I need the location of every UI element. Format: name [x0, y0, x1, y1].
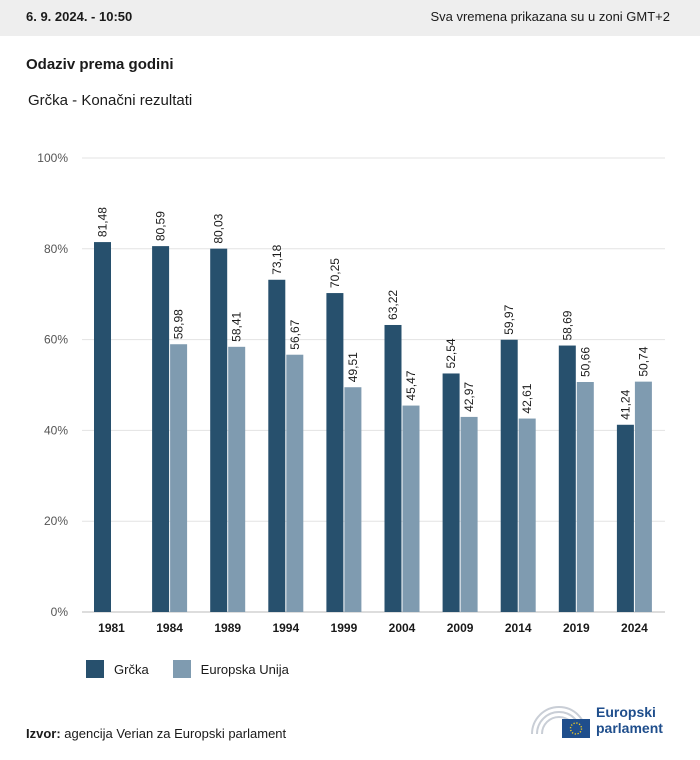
- data-label: 42,97: [462, 382, 476, 412]
- bar: [210, 248, 228, 612]
- data-label: 73,18: [270, 244, 284, 274]
- legend-label-eu: Europska Unija: [200, 661, 289, 677]
- legend-swatch-greece: [86, 660, 104, 678]
- europarl-logo: Europski parlament: [528, 702, 663, 738]
- chart-subtitle: Grčka - Konačni rezultati: [28, 92, 193, 109]
- bar: [228, 346, 246, 612]
- legend: Grčka Europska Unija: [86, 660, 313, 678]
- data-label: 52,54: [444, 338, 458, 368]
- data-label: 41,24: [618, 389, 632, 419]
- data-label: 50,74: [636, 346, 650, 376]
- data-label: 80,59: [154, 211, 168, 241]
- data-label: 56,67: [288, 319, 302, 349]
- bar: [518, 418, 536, 612]
- data-label: 50,66: [578, 347, 592, 377]
- eu-flag-icon: [562, 719, 590, 738]
- turnout-bar-chart: 0% 20% 40% 60% 80% 100% 81,48 1981 80,59 58,98 198…: [37, 151, 665, 635]
- y-tick-label: 80%: [44, 242, 68, 256]
- timestamp: 6. 9. 2024. - 10:50: [26, 9, 133, 24]
- data-label: 45,47: [404, 370, 418, 400]
- source-note: Izvor: agencija Verian za Europski parla…: [26, 726, 286, 741]
- data-label: 70,25: [328, 258, 342, 288]
- bar: [344, 387, 362, 612]
- bar: [558, 345, 576, 612]
- legend-item-eu: Europska Unija: [172, 660, 289, 678]
- y-tick-label: 60%: [44, 333, 68, 347]
- bar: [326, 293, 344, 612]
- x-tick-label: 1981: [98, 621, 125, 635]
- y-tick-label: 0%: [51, 605, 69, 619]
- y-tick-label: 100%: [37, 151, 68, 165]
- bar: [460, 416, 478, 612]
- data-label: 58,41: [230, 311, 244, 341]
- x-tick-label: 1994: [272, 621, 299, 635]
- bar: [152, 246, 170, 612]
- bar: [384, 324, 402, 612]
- data-label: 81,48: [96, 207, 110, 237]
- x-tick-label: 2019: [563, 621, 590, 635]
- source-label: Izvor:: [26, 726, 61, 741]
- y-tick-label: 40%: [44, 423, 68, 437]
- hemicycle-icon: [531, 706, 590, 738]
- data-label: 58,69: [560, 310, 574, 340]
- logo-line2: parlament: [596, 720, 663, 736]
- data-label: 80,03: [212, 213, 226, 243]
- legend-swatch-eu: [172, 660, 191, 678]
- x-tick-label: 1999: [331, 621, 358, 635]
- x-tick-label: 2009: [447, 621, 474, 635]
- x-tick-label: 1984: [156, 621, 183, 635]
- bar: [500, 339, 518, 612]
- bar: [268, 279, 286, 612]
- x-tick-label: 2024: [621, 621, 648, 635]
- bar: [442, 373, 460, 612]
- data-label: 58,98: [172, 309, 186, 339]
- legend-item-greece: Grčka: [86, 660, 149, 678]
- bar: [634, 381, 652, 612]
- x-tick-label: 1989: [214, 621, 241, 635]
- data-label: 59,97: [502, 304, 516, 334]
- data-label: 63,22: [386, 290, 400, 320]
- x-tick-label: 2004: [389, 621, 416, 635]
- bar: [616, 424, 634, 612]
- bar: [94, 242, 111, 612]
- bar: [170, 344, 188, 612]
- data-label: 42,61: [520, 383, 534, 413]
- bar: [286, 354, 304, 612]
- legend-label-greece: Grčka: [114, 661, 149, 677]
- chart-title: Odaziv prema godini: [26, 56, 174, 73]
- x-tick-label: 2014: [505, 621, 532, 635]
- bar: [576, 382, 594, 612]
- y-tick-label: 20%: [44, 514, 68, 528]
- timezone-note: Sva vremena prikazana su u zoni GMT+2: [430, 9, 670, 24]
- top-bar: 6. 9. 2024. - 10:50 Sva vremena prikazan…: [0, 0, 700, 36]
- data-label: 49,51: [346, 352, 360, 382]
- logo-line1: Europski: [596, 704, 656, 720]
- bar: [402, 405, 420, 612]
- source-text: agencija Verian za Europski parlament: [60, 726, 287, 741]
